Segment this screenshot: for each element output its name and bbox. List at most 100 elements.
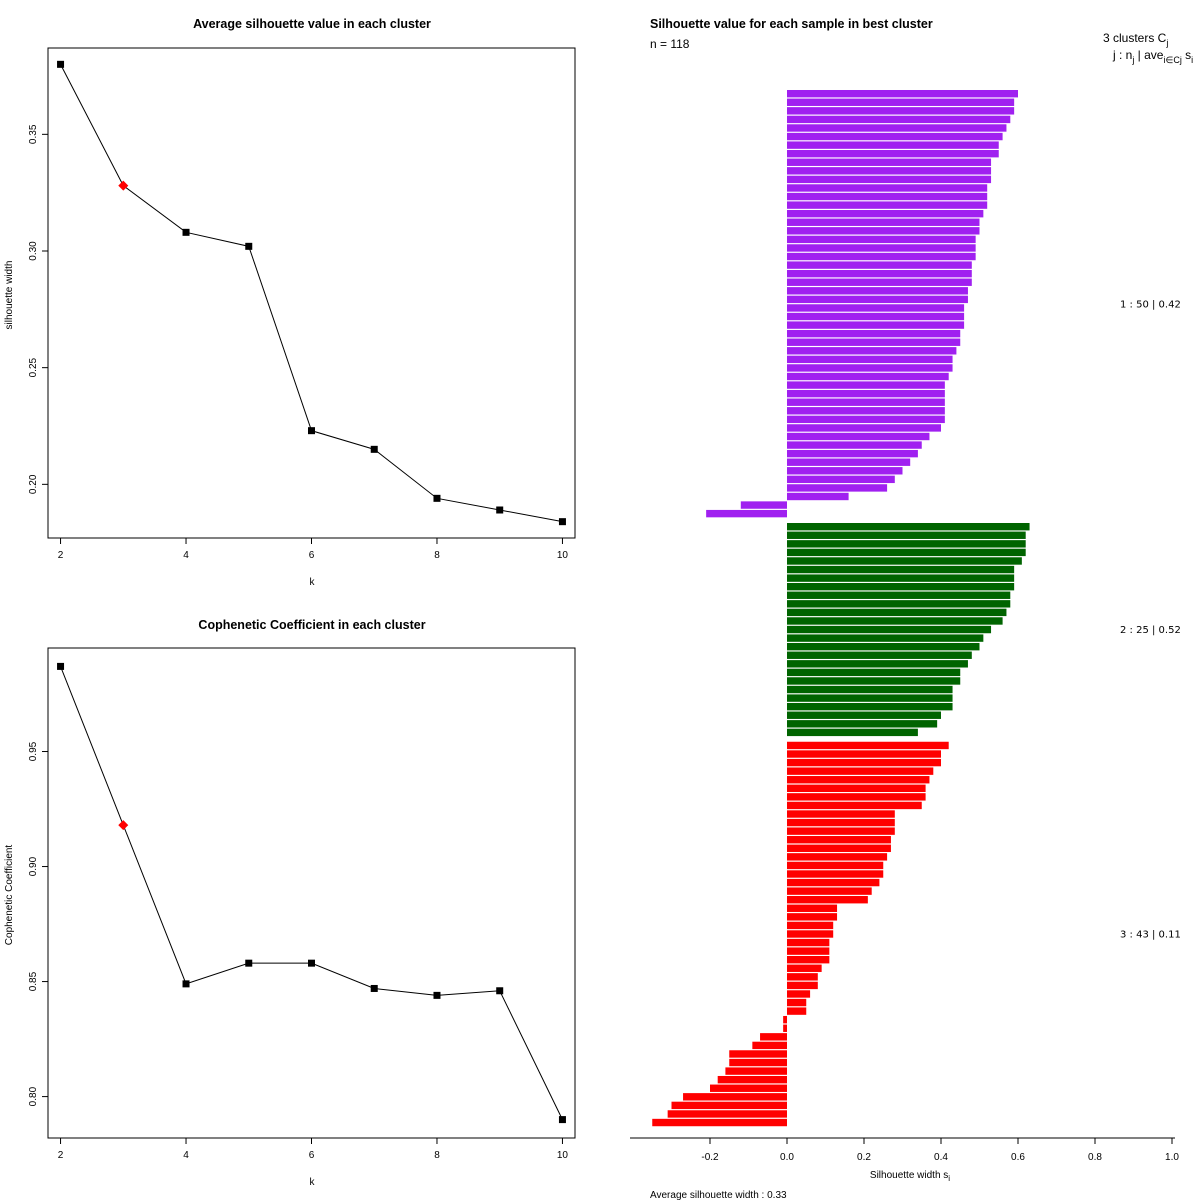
silhouette-bar: [787, 90, 1018, 98]
silhouette-bar: [787, 149, 999, 158]
silhouette-bar: [787, 956, 830, 964]
silhouette-bar: [729, 1050, 787, 1058]
y-tick-label: 0.30: [28, 241, 39, 261]
silhouette-bar: [787, 132, 1003, 141]
silhouette-bar: [787, 973, 818, 981]
silhouette-chart-ylabel: silhouette width: [4, 261, 15, 330]
silhouette-bar: [787, 565, 1015, 574]
silhouette-bar: [787, 801, 922, 810]
silhouette-bar: [787, 338, 961, 346]
cophenetic-chart: Cophenetic Coefficient in each cluster k…: [4, 618, 576, 1188]
silhouette-chart-title: Average silhouette value in each cluster: [193, 17, 431, 31]
x-tick-label: 10: [557, 1150, 569, 1161]
silhouette-bar: [783, 1024, 787, 1032]
silhouette-bar: [787, 904, 838, 912]
data-point: [245, 959, 253, 967]
cophenetic-chart-ylabel: Cophenetic Coefficient: [4, 845, 15, 946]
silhouette-bar: [787, 853, 888, 861]
series-line: [60, 666, 563, 1120]
x-tick-label: 4: [183, 1150, 189, 1161]
silhouette-bar: [787, 947, 830, 955]
data-point: [370, 445, 378, 453]
silhouette-bar: [787, 304, 965, 312]
silhouette-bar: [667, 1110, 787, 1118]
silhouette-bar: [787, 381, 945, 389]
silhouette-bar: [787, 938, 830, 947]
silhouette-bar: [787, 574, 1015, 582]
data-point: [308, 427, 315, 435]
silhouette-bar: [760, 1033, 787, 1041]
silhouette-bar: [787, 484, 888, 492]
silhouette-bar: [787, 591, 1011, 599]
silhouette-bar: [787, 660, 968, 668]
silhouette-bar: [787, 878, 880, 887]
silhouette-bar: [787, 192, 988, 201]
silhouette-bar: [787, 261, 972, 269]
x-tick-label: 8: [434, 1150, 440, 1161]
silhouette-bar: [787, 531, 1026, 539]
silhouette-bar: [787, 449, 918, 458]
silhouette-bar: [787, 295, 968, 304]
silhouette-bar: [787, 793, 926, 801]
silhouette-bar: [787, 642, 980, 651]
y-tick-label: 0.90: [28, 856, 39, 876]
bar-plot-footer: Average silhouette width : 0.33: [650, 1190, 787, 1200]
silhouette-bar: [787, 175, 992, 184]
silhouette-bar: [787, 921, 834, 930]
silhouette-chart-frame: [47, 47, 576, 539]
x-tick-label: 0.2: [857, 1152, 871, 1163]
silhouette-bar: [787, 124, 1007, 132]
silhouette-bar: [787, 209, 984, 218]
x-tick-label: -0.2: [701, 1152, 719, 1163]
data-point: [433, 494, 441, 502]
silhouette-bar-plot: Silhouette value for each sample in best…: [630, 17, 1193, 1200]
data-point: [558, 1116, 566, 1124]
silhouette-bar: [787, 107, 1015, 115]
silhouette-bar: [710, 1084, 787, 1092]
silhouette-bar: [787, 776, 930, 784]
silhouette-bar: [787, 767, 934, 775]
data-point: [308, 959, 315, 967]
silhouette-bar: [787, 651, 972, 659]
silhouette-bar: [787, 523, 1030, 531]
silhouette-bar: [787, 1007, 807, 1015]
silhouette-bar: [787, 608, 1007, 617]
silhouette-bar: [787, 475, 895, 484]
silhouette-bar: [787, 668, 961, 677]
silhouette-bar: [717, 1075, 787, 1084]
cluster-label: 2 : 25 | 0.52: [1120, 625, 1181, 636]
y-tick-label: 0.20: [28, 474, 39, 494]
silhouette-bar: [725, 1067, 787, 1075]
silhouette-bar: [787, 218, 980, 226]
silhouette-bar: [787, 981, 818, 990]
silhouette-bar: [787, 467, 903, 475]
silhouette-bar: [787, 741, 949, 750]
silhouette-bar: [787, 810, 895, 818]
silhouette-bar: [787, 492, 849, 501]
x-tick-label: 0.0: [780, 1152, 794, 1163]
data-point: [245, 242, 253, 250]
legend-header: 3 clusters Cj: [1103, 31, 1168, 48]
silhouette-bar: [787, 913, 838, 921]
silhouette-bar: [787, 141, 999, 149]
data-point: [182, 228, 190, 236]
silhouette-bar: [787, 600, 1011, 608]
silhouette-bar: [787, 758, 941, 767]
silhouette-bar: [787, 677, 961, 685]
silhouette-bar: [787, 728, 918, 737]
series-line: [60, 64, 563, 523]
silhouette-bar: [787, 407, 945, 415]
bar-plot-title: Silhouette value for each sample in best…: [650, 17, 933, 31]
x-tick-label: 8: [434, 550, 440, 561]
silhouette-bar: [787, 617, 1003, 625]
bar-plot-n-label: n = 118: [650, 37, 690, 51]
silhouette-bar: [787, 548, 1026, 557]
silhouette-bar: [787, 432, 930, 441]
x-tick-label: 4: [183, 550, 189, 561]
silhouette-bar: [787, 424, 941, 432]
silhouette-bar: [787, 98, 1015, 106]
silhouette-bar: [671, 1101, 787, 1110]
silhouette-bar: [787, 458, 911, 466]
silhouette-bar: [787, 818, 895, 827]
cophenetic-chart-title: Cophenetic Coefficient in each cluster: [198, 618, 425, 632]
